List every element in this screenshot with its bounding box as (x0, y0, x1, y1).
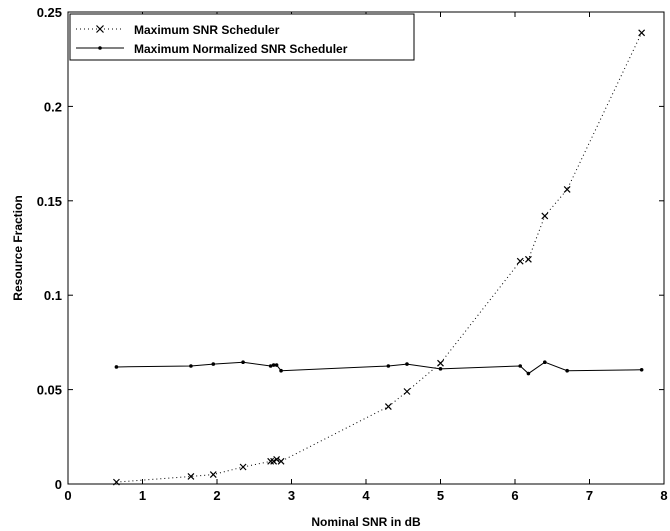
x-tick-label: 1 (139, 488, 146, 503)
y-axis-label: Resource Fraction (11, 195, 25, 300)
data-point-max-normalized-snr (274, 363, 279, 367)
data-point-max-snr (187, 473, 195, 480)
data-point-max-normalized-snr (526, 371, 531, 376)
x-tick-label: 7 (586, 488, 593, 503)
data-point-max-snr (267, 457, 275, 465)
data-point-max-snr (524, 255, 532, 263)
series-line-0 (116, 32, 643, 483)
data-point-max-snr (209, 471, 217, 478)
axis-ticks: 0 1 2 3 4 5 6 7 8 0 0.05 0.1 0.15 0.2 0.25 (37, 5, 668, 503)
y-tick-label: 0.1 (44, 288, 62, 303)
data-point-max-normalized-snr (639, 367, 644, 372)
x-axis-label: Nominal SNR in dB (311, 515, 421, 529)
data-point-max-snr (563, 186, 571, 193)
data-point-max-snr (384, 403, 392, 411)
data-point-max-normalized-snr (241, 360, 245, 365)
data-point-max-normalized-snr (405, 362, 409, 366)
y-tick-label: 0.25 (37, 5, 62, 20)
data-point-max-normalized-snr (271, 363, 276, 367)
data-point-max-snr (403, 388, 411, 395)
data-point-max-snr (277, 457, 285, 465)
data-point-max-snr (273, 456, 281, 463)
data-point-max-normalized-snr (438, 367, 443, 371)
data-point-max-snr (638, 29, 646, 37)
legend-label-max-normalized-snr: Maximum Normalized SNR Scheduler (134, 42, 348, 56)
legend-box (69, 13, 415, 61)
legend: Maximum SNR Scheduler Maximum Normalized… (69, 13, 415, 61)
data-point-max-normalized-snr (211, 362, 216, 366)
series-layer (113, 29, 646, 486)
x-tick-label: 8 (660, 488, 667, 503)
legend-marker-max-normalized-snr (98, 46, 102, 50)
data-point-max-snr (437, 359, 444, 367)
data-point-max-snr (270, 457, 278, 465)
x-tick-label: 2 (213, 488, 220, 503)
data-point-max-normalized-snr (543, 360, 547, 365)
y-tick-label: 0 (55, 477, 62, 492)
data-point-max-snr (113, 478, 120, 486)
data-point-max-normalized-snr (114, 365, 119, 369)
data-point-max-normalized-snr (189, 364, 193, 368)
data-point-max-normalized-snr (268, 364, 273, 368)
x-tick-label: 0 (64, 488, 71, 503)
x-tick-label: 5 (437, 488, 444, 503)
series-line-1 (116, 361, 642, 375)
data-point-max-normalized-snr (518, 364, 523, 368)
data-point-max-normalized-snr (565, 368, 569, 373)
data-point-max-snr (541, 212, 549, 220)
legend-marker-max-snr (96, 25, 104, 33)
legend-label-max-snr: Maximum SNR Scheduler (134, 23, 280, 37)
x-tick-label: 4 (362, 488, 370, 503)
data-point-max-normalized-snr (279, 368, 283, 373)
y-tick-label: 0.05 (37, 383, 62, 398)
y-tick-label: 0.15 (37, 194, 62, 209)
data-point-max-snr (516, 257, 524, 265)
x-tick-label: 6 (511, 488, 518, 503)
plot-area (67, 11, 665, 485)
y-tick-label: 0.2 (44, 99, 62, 114)
data-point-max-snr (239, 463, 247, 471)
x-tick-label: 3 (288, 488, 295, 503)
data-point-max-normalized-snr (386, 364, 391, 368)
